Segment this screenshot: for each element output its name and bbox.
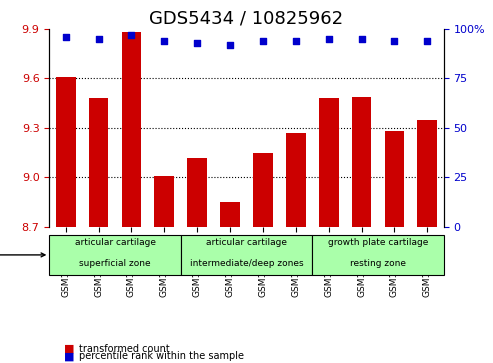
Bar (220, 202, 240, 227)
Bar (253, 152, 273, 227)
FancyBboxPatch shape (312, 235, 444, 275)
Text: tissue: tissue (0, 250, 45, 260)
Bar (352, 97, 371, 227)
FancyBboxPatch shape (49, 235, 181, 275)
Point (160, 38, 168, 44)
Point (95, 36, 103, 42)
Text: articular cartilage: articular cartilage (74, 238, 155, 247)
Text: growth plate cartilage: growth plate cartilage (328, 238, 428, 247)
Text: ■: ■ (64, 344, 74, 354)
Bar (122, 32, 141, 227)
Text: resting zone: resting zone (350, 259, 406, 268)
Point (390, 38, 398, 44)
FancyBboxPatch shape (181, 235, 312, 275)
Point (259, 38, 267, 44)
Point (325, 36, 333, 42)
Bar (286, 133, 306, 227)
Text: superficial zone: superficial zone (79, 259, 151, 268)
Title: GDS5434 / 10825962: GDS5434 / 10825962 (149, 9, 344, 28)
Bar (154, 176, 174, 227)
Text: percentile rank within the sample: percentile rank within the sample (79, 351, 244, 361)
Bar (319, 98, 339, 227)
Point (226, 42, 234, 48)
Text: ■: ■ (64, 351, 74, 361)
Text: articular cartilage: articular cartilage (206, 238, 287, 247)
Bar (187, 158, 207, 227)
Point (357, 36, 365, 42)
Point (193, 40, 201, 46)
Point (128, 32, 136, 38)
Bar (56, 77, 75, 227)
Text: transformed count: transformed count (79, 344, 170, 354)
Text: intermediate/deep zones: intermediate/deep zones (190, 259, 303, 268)
Bar (418, 120, 437, 227)
Bar (385, 131, 404, 227)
Point (62, 34, 70, 40)
Point (292, 38, 300, 44)
Bar (89, 98, 108, 227)
Point (423, 38, 431, 44)
